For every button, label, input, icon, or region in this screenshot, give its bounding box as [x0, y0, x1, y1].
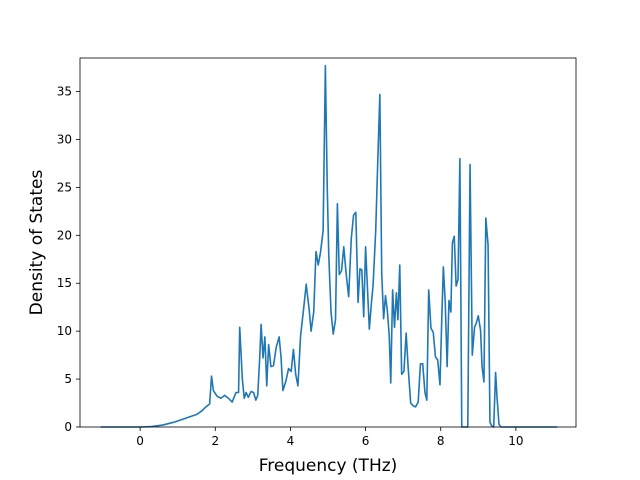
x-tick-label: 0	[136, 434, 144, 448]
y-axis-label: Density of States	[27, 170, 47, 316]
y-tick-label: 30	[57, 132, 72, 146]
y-axis: 0 5 10 15 20 25 30 35	[57, 85, 80, 434]
y-tick-label: 25	[57, 180, 72, 194]
x-axis: 0 2 4 6 8 10	[136, 427, 524, 448]
x-tick-label: 2	[211, 434, 219, 448]
x-tick-label: 6	[362, 434, 370, 448]
y-tick-label: 10	[57, 324, 72, 338]
y-tick-label: 5	[64, 372, 72, 386]
y-tick-label: 20	[57, 228, 72, 242]
plot-area	[100, 64, 558, 428]
x-tick-label: 10	[508, 434, 523, 448]
x-tick-label: 8	[437, 434, 445, 448]
y-tick-label: 15	[57, 276, 72, 290]
y-tick-label: 35	[57, 85, 72, 99]
x-axis-label: Frequency (THz)	[259, 456, 398, 476]
dos-series-line	[100, 64, 558, 428]
y-tick-label: 0	[64, 420, 72, 434]
axes-frame	[79, 57, 577, 428]
x-tick-label: 4	[287, 434, 295, 448]
